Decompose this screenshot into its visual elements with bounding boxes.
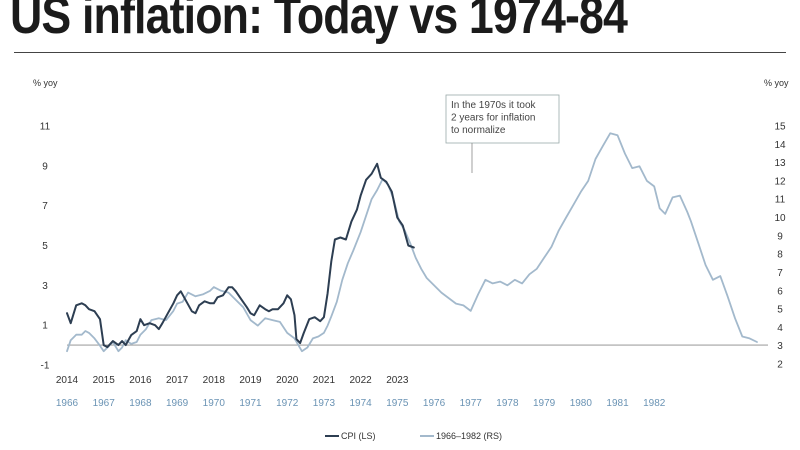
- x-bottom-label: 1976: [423, 398, 446, 409]
- right-tick-label: 8: [777, 250, 783, 261]
- x-bottom-label: 1967: [93, 398, 116, 409]
- annotation-text: In the 1970s it took 2 years for inflatio…: [451, 100, 537, 136]
- x-top-label: 2021: [313, 375, 336, 386]
- annotation: In the 1970s it took 2 years for inflatio…: [445, 94, 560, 173]
- x-bottom-label: 1969: [166, 398, 189, 409]
- x-top-label: 2016: [129, 375, 152, 386]
- x-bottom-label: 1972: [276, 398, 299, 409]
- title-divider: [14, 52, 786, 53]
- x-top-label: 2023: [386, 375, 409, 386]
- annotation-line: 2 years for inflation: [451, 113, 536, 124]
- x-top-label: 2020: [276, 375, 299, 386]
- x-bottom-label: 1973: [313, 398, 336, 409]
- x-bottom-label: 1974: [349, 398, 372, 409]
- x-bottom-label: 1968: [129, 398, 152, 409]
- right-tick-label: 13: [774, 158, 786, 169]
- annotation-box: [445, 94, 560, 144]
- x-top-label: 2014: [56, 375, 79, 386]
- right-tick-label: 9: [777, 231, 783, 242]
- x-bottom-label: 1966: [56, 398, 79, 409]
- legend-label: 1966–1982 (RS): [436, 431, 502, 441]
- x-top-label: 2017: [166, 375, 189, 386]
- right-tick-label: 15: [774, 122, 786, 133]
- right-tick-label: 11: [775, 195, 786, 206]
- series-group: [66, 132, 758, 353]
- left-tick-label: 11: [40, 122, 51, 133]
- left-tick-label: 3: [42, 281, 48, 292]
- legend-label: CPI (LS): [341, 431, 376, 441]
- left-tick-label: 9: [42, 161, 48, 172]
- series-1966-1982-line: [66, 132, 758, 353]
- right-tick-label: 10: [774, 213, 786, 224]
- legend: CPI (LS) 1966–1982 (RS): [325, 431, 502, 441]
- left-tick-label: 7: [42, 201, 48, 212]
- x-top-label: 2015: [93, 375, 116, 386]
- right-tick-label: 12: [774, 176, 786, 187]
- right-axis-unit: % yoy: [764, 78, 789, 88]
- left-axis-unit: % yoy: [33, 78, 58, 88]
- right-tick-label: 4: [777, 323, 783, 334]
- x-bottom-label: 1975: [386, 398, 409, 409]
- chart-title: US inflation: Today vs 1974-84: [10, 0, 628, 45]
- left-axis: 11 9 7 5 3 1 -1: [40, 122, 51, 372]
- right-tick-label: 14: [774, 140, 786, 151]
- right-axis: 15 14 13 12 11 10 9 8 7 6 5 4 3 2: [774, 122, 786, 371]
- left-tick-label: 1: [42, 321, 48, 332]
- x-bottom-label: 1982: [643, 398, 666, 409]
- x-axis-bottom: 1966 1967 1968 1969 1970 1971 1972 1973 1974 1975…: [56, 398, 666, 409]
- x-top-label: 2022: [349, 375, 372, 386]
- x-top-label: 2019: [239, 375, 262, 386]
- x-bottom-label: 1978: [496, 398, 519, 409]
- annotation-line: to normalize: [451, 125, 506, 136]
- left-tick-label: -1: [41, 361, 50, 372]
- x-bottom-label: 1980: [570, 398, 593, 409]
- x-bottom-label: 1970: [203, 398, 226, 409]
- x-bottom-label: 1981: [606, 398, 629, 409]
- right-tick-label: 3: [777, 341, 783, 352]
- x-top-label: 2018: [203, 375, 226, 386]
- right-tick-label: 2: [777, 360, 783, 371]
- x-bottom-label: 1971: [239, 398, 262, 409]
- x-bottom-label: 1979: [533, 398, 556, 409]
- right-tick-label: 6: [777, 286, 783, 297]
- x-axis-top: 2014 2015 2016 2017 2018 2019 2020 2021 2022 2023: [56, 375, 409, 386]
- right-tick-label: 7: [777, 268, 783, 279]
- annotation-line: In the 1970s it took: [451, 100, 537, 111]
- cpi-series-line: [66, 162, 415, 349]
- right-tick-label: 5: [777, 305, 783, 316]
- left-tick-label: 5: [42, 241, 48, 252]
- x-bottom-label: 1977: [460, 398, 483, 409]
